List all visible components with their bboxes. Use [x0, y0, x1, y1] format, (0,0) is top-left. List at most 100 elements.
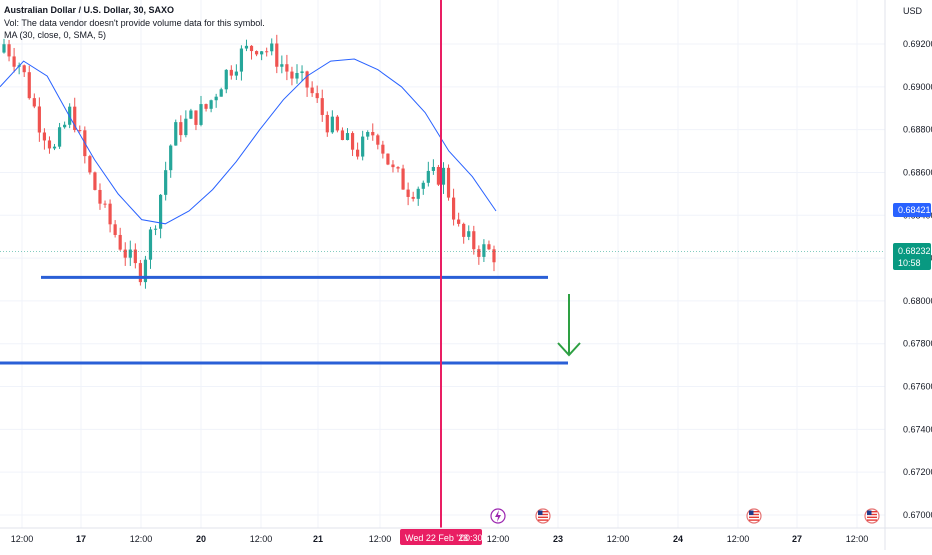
candle[interactable]	[88, 156, 92, 173]
candle[interactable]	[487, 244, 491, 250]
candle[interactable]	[249, 45, 254, 52]
candle[interactable]	[254, 51, 259, 55]
candle[interactable]	[73, 106, 77, 131]
candle[interactable]	[467, 231, 471, 237]
candle[interactable]	[52, 146, 57, 149]
candle[interactable]	[330, 116, 334, 133]
us-flag-icon[interactable]	[746, 508, 762, 524]
candle[interactable]	[158, 194, 163, 229]
candle[interactable]	[98, 189, 102, 204]
candle[interactable]	[63, 124, 67, 128]
candle[interactable]	[123, 249, 127, 258]
candle[interactable]	[366, 132, 370, 137]
candle[interactable]	[2, 44, 6, 53]
candle[interactable]	[416, 188, 420, 199]
candle[interactable]	[345, 133, 350, 141]
candle[interactable]	[457, 219, 461, 224]
candle[interactable]	[174, 122, 178, 146]
candle[interactable]	[108, 203, 112, 225]
candle[interactable]	[12, 56, 16, 67]
candle[interactable]	[224, 69, 228, 90]
us-flag-icon[interactable]	[535, 508, 551, 524]
candle[interactable]	[7, 44, 11, 57]
candle[interactable]	[401, 168, 405, 190]
candle[interactable]	[335, 116, 340, 131]
candle[interactable]	[27, 72, 31, 99]
candle[interactable]	[204, 104, 208, 109]
symbol-title[interactable]: Australian Dollar / U.S. Dollar, 30, SAX…	[4, 5, 175, 15]
candle[interactable]	[209, 100, 213, 109]
candle[interactable]	[229, 69, 233, 76]
candle[interactable]	[310, 87, 314, 94]
candle[interactable]	[164, 170, 168, 195]
candle[interactable]	[441, 167, 446, 185]
candle[interactable]	[472, 231, 476, 250]
candle[interactable]	[275, 43, 279, 67]
candle[interactable]	[462, 223, 466, 237]
candle[interactable]	[22, 65, 26, 73]
candle[interactable]	[356, 149, 360, 157]
candle[interactable]	[143, 259, 148, 283]
candle[interactable]	[396, 167, 400, 169]
candle[interactable]	[436, 166, 441, 185]
candle[interactable]	[103, 203, 107, 205]
ma-legend[interactable]: MA (30, close, 0, SMA, 5)	[4, 30, 107, 40]
candle[interactable]	[179, 122, 183, 136]
candle[interactable]	[421, 182, 425, 189]
candle[interactable]	[128, 249, 132, 258]
candle[interactable]	[280, 64, 284, 67]
candle[interactable]	[446, 167, 451, 198]
candle[interactable]	[315, 93, 319, 99]
candle[interactable]	[350, 133, 355, 150]
candle[interactable]	[451, 197, 456, 220]
candle[interactable]	[305, 71, 309, 88]
candle[interactable]	[320, 98, 324, 115]
candle[interactable]	[57, 127, 62, 147]
candle[interactable]	[244, 45, 249, 49]
candle[interactable]	[239, 48, 244, 72]
candle[interactable]	[169, 145, 173, 171]
candle[interactable]	[260, 51, 264, 55]
candle[interactable]	[93, 172, 97, 190]
candle[interactable]	[118, 234, 122, 250]
us-flag-icon[interactable]	[864, 508, 880, 524]
candle[interactable]	[386, 153, 390, 165]
candle[interactable]	[184, 118, 188, 136]
candle[interactable]	[411, 196, 415, 199]
candle[interactable]	[482, 244, 486, 257]
candle[interactable]	[381, 144, 385, 154]
candle[interactable]	[189, 110, 193, 119]
candle[interactable]	[361, 136, 365, 157]
candle[interactable]	[371, 132, 375, 136]
candle[interactable]	[47, 140, 52, 149]
candle[interactable]	[219, 89, 223, 97]
candle[interactable]	[153, 228, 158, 230]
candle[interactable]	[113, 224, 117, 235]
candle[interactable]	[199, 104, 203, 125]
candle[interactable]	[148, 229, 153, 260]
candle[interactable]	[290, 71, 294, 79]
candle[interactable]	[138, 263, 142, 283]
candle[interactable]	[194, 110, 198, 125]
candle[interactable]	[234, 71, 238, 76]
candle[interactable]	[295, 72, 299, 79]
candle[interactable]	[32, 98, 36, 107]
candle[interactable]	[42, 132, 47, 141]
candle[interactable]	[285, 64, 289, 72]
arrow-head[interactable]	[557, 342, 581, 357]
candle[interactable]	[300, 71, 304, 73]
candle[interactable]	[133, 249, 137, 264]
candle[interactable]	[37, 106, 41, 133]
candle[interactable]	[214, 96, 218, 101]
candle[interactable]	[270, 43, 274, 52]
candle[interactable]	[477, 249, 481, 257]
candle[interactable]	[78, 130, 82, 132]
candle[interactable]	[265, 51, 269, 53]
candle[interactable]	[391, 164, 395, 168]
candle[interactable]	[325, 114, 329, 133]
candle[interactable]	[492, 249, 496, 263]
candle[interactable]	[340, 130, 345, 141]
candle[interactable]	[376, 135, 380, 145]
